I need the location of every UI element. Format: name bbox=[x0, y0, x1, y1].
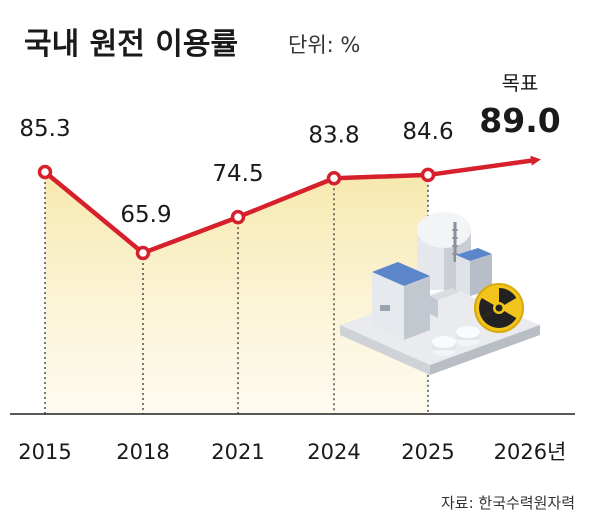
data-point bbox=[37, 164, 53, 180]
source-note: 자료: 한국수력원자력 bbox=[441, 494, 575, 512]
x-tick-label: 2024 bbox=[307, 440, 360, 464]
x-tick-label: 2025 bbox=[401, 440, 454, 464]
data-label: 65.9 bbox=[120, 202, 171, 228]
nuclear-plant-illustration bbox=[340, 212, 540, 375]
data-label: 74.5 bbox=[212, 161, 263, 187]
data-point bbox=[420, 167, 436, 183]
data-label: 83.8 bbox=[308, 122, 359, 148]
x-tick-label: 2021 bbox=[211, 440, 264, 464]
chart-title: 국내 원전 이용률 bbox=[24, 27, 238, 62]
data-point bbox=[326, 171, 342, 186]
data-markers bbox=[37, 164, 436, 261]
target-arrow bbox=[427, 155, 541, 178]
radiation-icon bbox=[474, 283, 524, 333]
x-tick-label: 2015 bbox=[18, 440, 71, 464]
target-value: 89.0 bbox=[479, 101, 560, 140]
unit-label: 단위: % bbox=[288, 33, 360, 57]
x-tick-label: 2026년 bbox=[494, 440, 567, 464]
guide-lines bbox=[44, 172, 429, 414]
x-tick-label: 2018 bbox=[116, 440, 169, 464]
data-point bbox=[135, 245, 151, 261]
data-labels: 85.3 65.9 74.5 83.8 84.6 bbox=[19, 116, 453, 228]
data-label: 85.3 bbox=[19, 116, 70, 142]
target-label: 목표 bbox=[502, 71, 539, 95]
area-fill bbox=[45, 172, 428, 414]
data-point bbox=[230, 209, 246, 225]
x-tick-labels: 2015 2018 2021 2024 2025 2026년 bbox=[18, 440, 566, 464]
data-label: 84.6 bbox=[402, 119, 453, 145]
